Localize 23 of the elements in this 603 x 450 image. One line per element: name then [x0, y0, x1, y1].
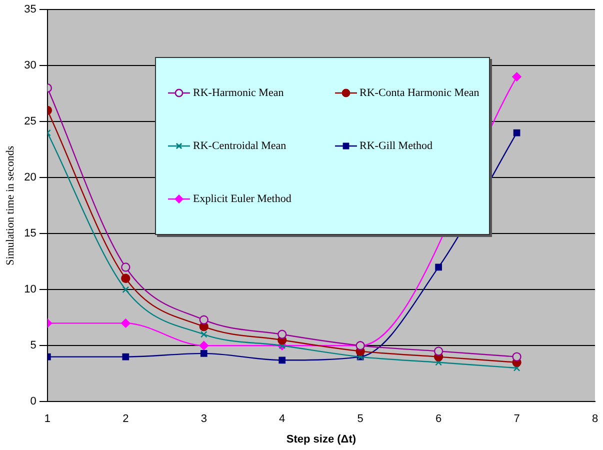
legend-label: RK-Centroidal Mean	[193, 140, 286, 152]
x-tick-label: 3	[200, 413, 207, 426]
x-tick-label: 6	[435, 413, 442, 426]
legend-label: RK-Gill Method	[360, 140, 433, 152]
legend-label: Explicit Euler Method	[193, 193, 292, 206]
y-axis-title: Simulation time in seconds	[4, 146, 16, 266]
y-tick-label: 15	[24, 228, 36, 240]
legend-label: RK-Harmonic Mean	[193, 86, 284, 99]
x-tick-label: 2	[122, 413, 129, 426]
y-tick-label: 5	[30, 340, 36, 352]
y-tick-label: 10	[24, 284, 36, 296]
y-tick-label: 20	[24, 172, 36, 184]
x-axis-title: Step size (Δt)	[286, 433, 356, 446]
x-tick-label: 8	[592, 413, 598, 426]
y-tick-label: 0	[30, 396, 36, 408]
legend-label: RK-Conta Harmonic Mean	[360, 86, 480, 99]
y-tick-label: 30	[24, 60, 36, 72]
y-tick-label: 25	[24, 116, 36, 128]
x-tick-label: 4	[279, 413, 286, 426]
x-tick-label: 5	[357, 413, 364, 426]
x-tick-label: 7	[514, 413, 520, 426]
x-tick-label: 1	[44, 413, 50, 426]
y-tick-label: 35	[24, 4, 36, 16]
